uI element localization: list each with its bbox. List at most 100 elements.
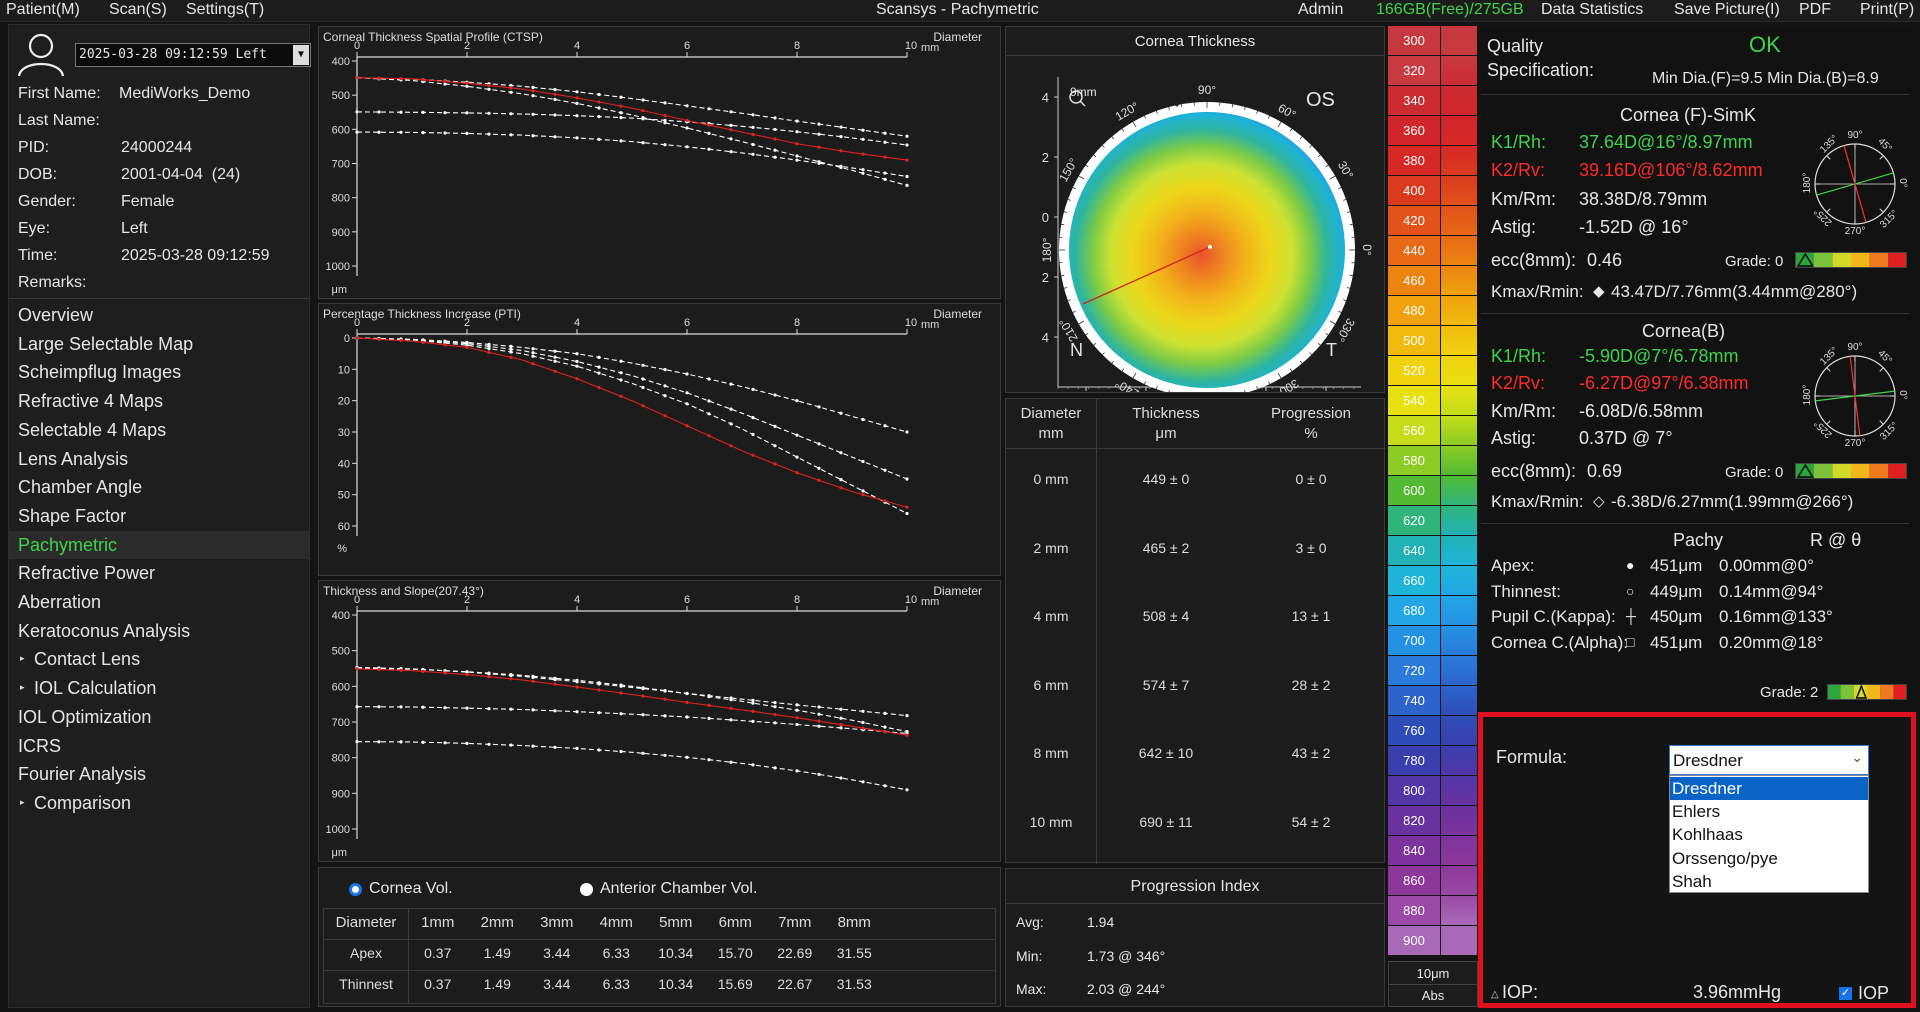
formula-option-kohlhaas[interactable]: Kohlhaas xyxy=(1672,825,1743,845)
y-tick-label: 50 xyxy=(338,490,350,502)
scale-cell: 480 xyxy=(1388,296,1440,325)
ring-tick xyxy=(1093,154,1097,158)
nav-item-overview[interactable]: Overview xyxy=(9,301,309,329)
nav-item-large-selectable-map[interactable]: Large Selectable Map xyxy=(9,330,309,358)
data-point xyxy=(795,722,799,727)
x-tick-label: 4 xyxy=(574,594,580,606)
anterior-vol-label: Anterior Chamber Vol. xyxy=(600,880,758,897)
data-point xyxy=(861,152,865,156)
x-tick-label: 0 xyxy=(354,594,360,606)
anterior-vol-radio[interactable]: Anterior Chamber Vol. xyxy=(580,880,757,898)
scale-swatch xyxy=(1441,836,1477,865)
nav-item-iol-optimization[interactable]: IOL Optimization xyxy=(9,703,309,731)
magnifier-icon[interactable] xyxy=(1069,90,1083,104)
dial-label: 0° xyxy=(1897,178,1908,188)
scale-cell: 540 xyxy=(1388,386,1440,415)
nav-item-pachymetric[interactable]: Pachymetric xyxy=(9,530,309,559)
chevron-down-icon[interactable]: ▼ xyxy=(293,45,309,65)
pachy-header: Pachy xyxy=(1673,530,1724,550)
pachy-row-r-theta: 0.20mm@18° xyxy=(1719,632,1824,652)
nav-item-lens-analysis[interactable]: Lens Analysis xyxy=(9,445,309,473)
formula-option-orssengo-pye[interactable]: Orssengo/pye xyxy=(1672,848,1778,868)
menu-settings[interactable]: Settings(T) xyxy=(186,1,265,18)
data-point xyxy=(707,377,711,381)
scale-swatch xyxy=(1441,776,1477,805)
back-k1-label: K1/Rh: xyxy=(1491,346,1547,366)
ring-tick xyxy=(1329,320,1336,325)
data-point xyxy=(795,119,799,123)
nav-item-keratoconus-analysis[interactable]: Keratoconus Analysis xyxy=(9,617,309,645)
dial-tick xyxy=(1826,155,1831,160)
scale-mode-box[interactable]: 10μm Abs xyxy=(1388,961,1478,1007)
nav-item-icrs[interactable]: ICRS xyxy=(9,732,309,760)
data-point xyxy=(773,393,777,397)
x-tick-label: 0 xyxy=(354,40,360,52)
menu-scan[interactable]: Scan(S) xyxy=(109,1,167,18)
x-tick-label: 8 xyxy=(794,594,800,606)
menu-save-picture[interactable]: Save Picture(I) xyxy=(1674,1,1780,18)
series-line xyxy=(356,337,908,514)
back-km-label: Km/Rm: xyxy=(1491,401,1556,421)
dial-label: 90° xyxy=(1847,342,1862,353)
menu-patient[interactable]: Patient(M) xyxy=(6,1,80,18)
gender-label: Gender: xyxy=(18,193,76,210)
menu-pdf[interactable]: PDF xyxy=(1799,1,1831,18)
exam-select[interactable]: 2025-03-28 09:12:59 Left ▼ xyxy=(75,43,311,67)
nav-item-contact-lens[interactable]: ▸ Contact Lens xyxy=(9,645,309,673)
nav-item-label: Keratoconus Analysis xyxy=(18,620,191,641)
formula-select[interactable]: Dresdner ⌄ xyxy=(1669,745,1869,775)
zoom-label: 9mm xyxy=(1070,85,1097,99)
nav-item-scheimpflug-images[interactable]: Scheimpflug Images xyxy=(9,358,309,386)
nav-item-refractive-4-maps[interactable]: Refractive 4 Maps xyxy=(9,387,309,415)
scale-swatch xyxy=(1441,716,1477,745)
menu-data-statistics[interactable]: Data Statistics xyxy=(1541,1,1644,18)
nav-item-comparison[interactable]: ▸ Comparison xyxy=(9,789,309,817)
data-point xyxy=(817,719,821,723)
menu-print[interactable]: Print(P) xyxy=(1860,1,1915,18)
nav-item-selectable-4-maps[interactable]: Selectable 4 Maps xyxy=(9,416,309,444)
scale-swatch xyxy=(1441,176,1477,205)
data-point xyxy=(355,336,359,340)
data-point xyxy=(773,148,777,152)
nav-item-chamber-angle[interactable]: Chamber Angle xyxy=(9,473,309,501)
data-point xyxy=(663,689,667,693)
dial-tick xyxy=(1826,420,1831,425)
nav-item-aberration[interactable]: Aberration xyxy=(9,588,309,616)
data-point xyxy=(487,111,491,115)
data-point xyxy=(597,385,601,390)
x-tick-label: 6 xyxy=(684,594,690,606)
data-point xyxy=(685,424,689,428)
formula-option-shah[interactable]: Shah xyxy=(1672,871,1712,891)
data-point xyxy=(685,402,689,406)
nav-item-shape-factor[interactable]: Shape Factor xyxy=(9,502,309,530)
nav-item-refractive-power[interactable]: Refractive Power xyxy=(9,559,309,587)
x-tick-label: 2 xyxy=(464,40,470,52)
data-point xyxy=(773,116,777,120)
nav-item-iol-calculation[interactable]: ▸ IOL Calculation xyxy=(9,674,309,702)
y-tick-label: 1000 xyxy=(326,261,350,273)
nav-item-fourier-analysis[interactable]: Fourier Analysis xyxy=(9,760,309,788)
data-point xyxy=(905,505,909,509)
thickness-table: Diameter mm Thickness μm Progression% 0 mm 449… xyxy=(1006,399,1386,864)
cornea-vol-radio[interactable]: Cornea Vol. xyxy=(349,880,453,898)
ring-tick xyxy=(1299,360,1303,364)
avg-value: 1.94 xyxy=(1087,914,1115,930)
y-tick-label: 900 xyxy=(332,788,350,800)
pachy-row-label: Apex: xyxy=(1491,556,1535,575)
data-point xyxy=(751,152,755,156)
data-point xyxy=(641,686,645,690)
divider xyxy=(1006,55,1384,56)
formula-option-dresdner[interactable]: Dresdner xyxy=(1670,777,1868,800)
ctsp-chart: 0 2 4 6 8 10 mm 400 500 600 700 800 900 1000 μm xyxy=(326,40,940,296)
y-tick-label: 400 xyxy=(332,610,350,622)
vol-cell: Thinnest xyxy=(339,976,393,992)
ts-xlabel: Diameter xyxy=(933,584,982,598)
thickness-heatmap[interactable] xyxy=(1069,112,1345,388)
data-point xyxy=(685,126,689,130)
thickness-map[interactable]: 420244202490°60°30°0°330°300°270°240°210… xyxy=(1006,57,1386,392)
data-point xyxy=(707,703,711,707)
iop-checkbox[interactable]: ✓ IOP xyxy=(1839,983,1889,1004)
scale-cell: 520 xyxy=(1388,356,1440,385)
menu-admin[interactable]: Admin xyxy=(1298,1,1344,18)
formula-option-ehlers[interactable]: Ehlers xyxy=(1672,802,1721,822)
